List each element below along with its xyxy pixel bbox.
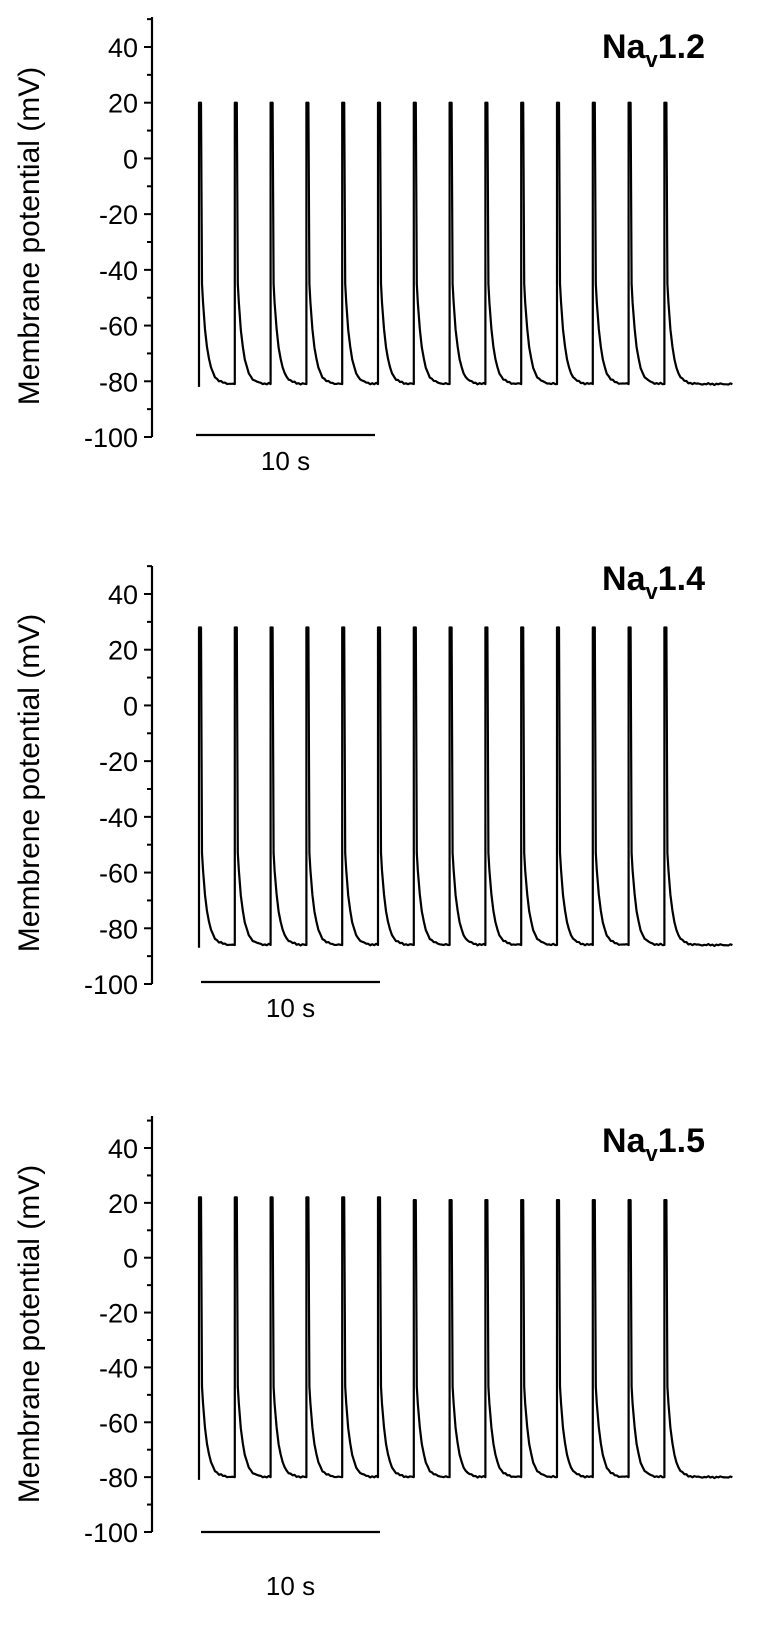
y-tick-label: -40 xyxy=(99,803,138,833)
membrane-potential-trace xyxy=(197,626,733,948)
y-tick-label: 40 xyxy=(108,580,138,610)
y-tick-label: -100 xyxy=(84,970,138,1000)
y-tick-label: -80 xyxy=(99,1463,138,1493)
title-main: Na xyxy=(602,1122,647,1160)
y-tick-label: -20 xyxy=(99,200,138,230)
membrane-potential-trace xyxy=(197,1196,733,1480)
title-suffix: 1.5 xyxy=(658,1122,705,1160)
y-tick-label: 0 xyxy=(123,1244,138,1274)
title-main: Na xyxy=(602,28,647,66)
y-tick-label: 40 xyxy=(108,33,138,63)
y-tick-label: -60 xyxy=(99,859,138,889)
y-axis-label: Membrene potential (mV) xyxy=(13,614,46,952)
time-scale-label: 10 s xyxy=(261,446,310,476)
title-suffix: 1.2 xyxy=(658,28,705,66)
panel-title: Nav1.5 xyxy=(602,1122,705,1166)
y-tick-label: -60 xyxy=(99,1408,138,1438)
panel-title: Nav1.2 xyxy=(602,28,705,72)
y-tick-label: -20 xyxy=(99,1299,138,1329)
y-tick-label: -60 xyxy=(99,312,138,342)
y-tick-label: 20 xyxy=(108,636,138,666)
y-tick-label: -80 xyxy=(99,367,138,397)
y-tick-label: -40 xyxy=(99,1353,138,1383)
y-tick-label: -100 xyxy=(84,1518,138,1548)
panel-title: Nav1.4 xyxy=(602,560,705,604)
panel-1: 40 20 0 -20 -40 -60 -80 -100 Membrane potential … xyxy=(13,17,733,476)
y-tick-label: 0 xyxy=(123,144,138,174)
panel-3: 40 20 0 -20 -40 -60 -80 -100 Membrane potential … xyxy=(13,1116,733,1601)
title-main: Na xyxy=(602,560,647,598)
title-suffix: 1.4 xyxy=(658,560,705,598)
panel-2: 40 20 0 -20 -40 -60 -80 -100 Membrene potential … xyxy=(13,560,733,1023)
title-subscript: v xyxy=(645,47,658,72)
y-tick-label: 20 xyxy=(108,89,138,119)
title-subscript: v xyxy=(645,1141,658,1166)
y-axis-label: Membrane potential (mV) xyxy=(13,1165,46,1503)
membrane-potential-trace xyxy=(197,101,733,387)
y-axis-label: Membrane potential (mV) xyxy=(13,67,46,405)
time-scale-label: 10 s xyxy=(266,993,315,1023)
y-tick-label: 0 xyxy=(123,691,138,721)
time-scale-label: 10 s xyxy=(266,1571,315,1601)
y-tick-label: 40 xyxy=(108,1134,138,1164)
y-tick-label: -80 xyxy=(99,914,138,944)
y-tick-label: 20 xyxy=(108,1189,138,1219)
y-tick-label: -100 xyxy=(84,423,138,453)
title-subscript: v xyxy=(645,579,658,604)
y-tick-label: -20 xyxy=(99,747,138,777)
y-tick-label: -40 xyxy=(99,256,138,286)
